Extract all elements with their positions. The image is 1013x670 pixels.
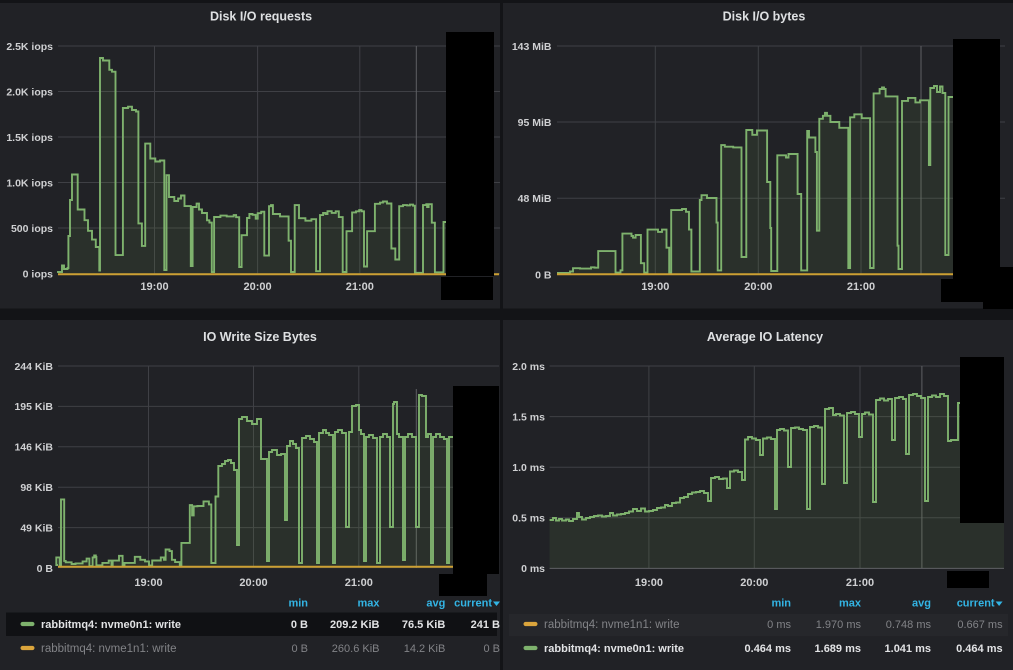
svg-text:current: current — [957, 598, 995, 610]
svg-text:min: min — [771, 598, 791, 610]
svg-text:49 KiB: 49 KiB — [20, 522, 53, 534]
svg-text:20:00: 20:00 — [239, 577, 267, 589]
svg-text:0 B: 0 B — [37, 563, 54, 575]
svg-text:1.5 ms: 1.5 ms — [512, 411, 545, 423]
svg-text:0 ms: 0 ms — [767, 619, 791, 631]
svg-text:max: max — [357, 598, 380, 610]
svg-text:avg: avg — [912, 598, 931, 610]
svg-text:500 iops: 500 iops — [11, 223, 53, 235]
svg-text:14.2 KiB: 14.2 KiB — [404, 643, 446, 655]
svg-text:76.5 KiB: 76.5 KiB — [402, 619, 445, 631]
svg-text:min: min — [288, 598, 308, 610]
svg-text:241 B: 241 B — [471, 619, 500, 631]
svg-text:260.6 KiB: 260.6 KiB — [332, 643, 380, 655]
svg-text:21:00: 21:00 — [847, 281, 875, 293]
svg-text:0.667 ms: 0.667 ms — [957, 619, 1003, 631]
svg-text:0.464 ms: 0.464 ms — [745, 643, 791, 655]
svg-text:IO Write Size Bytes: IO Write Size Bytes — [203, 330, 317, 344]
svg-text:95 MiB: 95 MiB — [518, 117, 552, 129]
svg-text:rabbitmq4: nvme0n1: write: rabbitmq4: nvme0n1: write — [41, 619, 181, 631]
svg-text:1.689 ms: 1.689 ms — [815, 643, 861, 655]
svg-text:19:00: 19:00 — [641, 281, 669, 293]
svg-text:20:00: 20:00 — [244, 281, 272, 293]
svg-text:0 B: 0 B — [483, 643, 500, 655]
svg-text:2.5K iops: 2.5K iops — [6, 41, 53, 53]
svg-text:0 iops: 0 iops — [23, 268, 54, 280]
svg-text:244 KiB: 244 KiB — [14, 361, 53, 373]
svg-text:21:00: 21:00 — [846, 577, 874, 589]
svg-text:143 MiB: 143 MiB — [512, 41, 552, 53]
svg-text:20:00: 20:00 — [740, 577, 768, 589]
svg-text:1.5K iops: 1.5K iops — [6, 132, 53, 144]
svg-text:21:00: 21:00 — [346, 281, 374, 293]
svg-text:21:00: 21:00 — [345, 577, 373, 589]
svg-text:2.0 ms: 2.0 ms — [512, 361, 545, 373]
svg-text:Disk I/O bytes: Disk I/O bytes — [723, 10, 806, 24]
svg-text:current: current — [454, 598, 492, 610]
svg-text:0 B: 0 B — [291, 619, 308, 631]
svg-text:0 ms: 0 ms — [521, 563, 545, 575]
svg-text:209.2 KiB: 209.2 KiB — [330, 619, 380, 631]
svg-text:0 B: 0 B — [535, 269, 552, 281]
svg-text:Disk I/O requests: Disk I/O requests — [210, 10, 312, 24]
svg-text:2.0K iops: 2.0K iops — [6, 86, 53, 98]
svg-text:rabbitmq4: nvme1n1: write: rabbitmq4: nvme1n1: write — [41, 643, 177, 655]
svg-text:19:00: 19:00 — [140, 281, 168, 293]
svg-text:max: max — [839, 598, 862, 610]
svg-text:1.970 ms: 1.970 ms — [816, 619, 862, 631]
svg-text:195 KiB: 195 KiB — [14, 401, 53, 413]
svg-text:0.748 ms: 0.748 ms — [886, 619, 932, 631]
svg-text:20:00: 20:00 — [744, 281, 772, 293]
svg-text:0.5 ms: 0.5 ms — [512, 513, 545, 525]
svg-text:1.0 ms: 1.0 ms — [512, 462, 545, 474]
svg-text:98 KiB: 98 KiB — [20, 482, 53, 494]
svg-text:rabbitmq4: nvme0n1: write: rabbitmq4: nvme0n1: write — [544, 643, 684, 655]
svg-text:19:00: 19:00 — [134, 577, 162, 589]
svg-text:19:00: 19:00 — [635, 577, 663, 589]
svg-text:rabbitmq4: nvme1n1: write: rabbitmq4: nvme1n1: write — [544, 619, 680, 631]
svg-text:1.0K iops: 1.0K iops — [6, 177, 53, 189]
svg-text:0 B: 0 B — [291, 643, 308, 655]
svg-text:1.041 ms: 1.041 ms — [885, 643, 931, 655]
svg-text:0.464 ms: 0.464 ms — [956, 643, 1002, 655]
svg-text:avg: avg — [426, 598, 445, 610]
svg-text:Average IO Latency: Average IO Latency — [707, 330, 823, 344]
svg-text:146 KiB: 146 KiB — [14, 442, 53, 454]
svg-text:48 MiB: 48 MiB — [518, 193, 552, 205]
